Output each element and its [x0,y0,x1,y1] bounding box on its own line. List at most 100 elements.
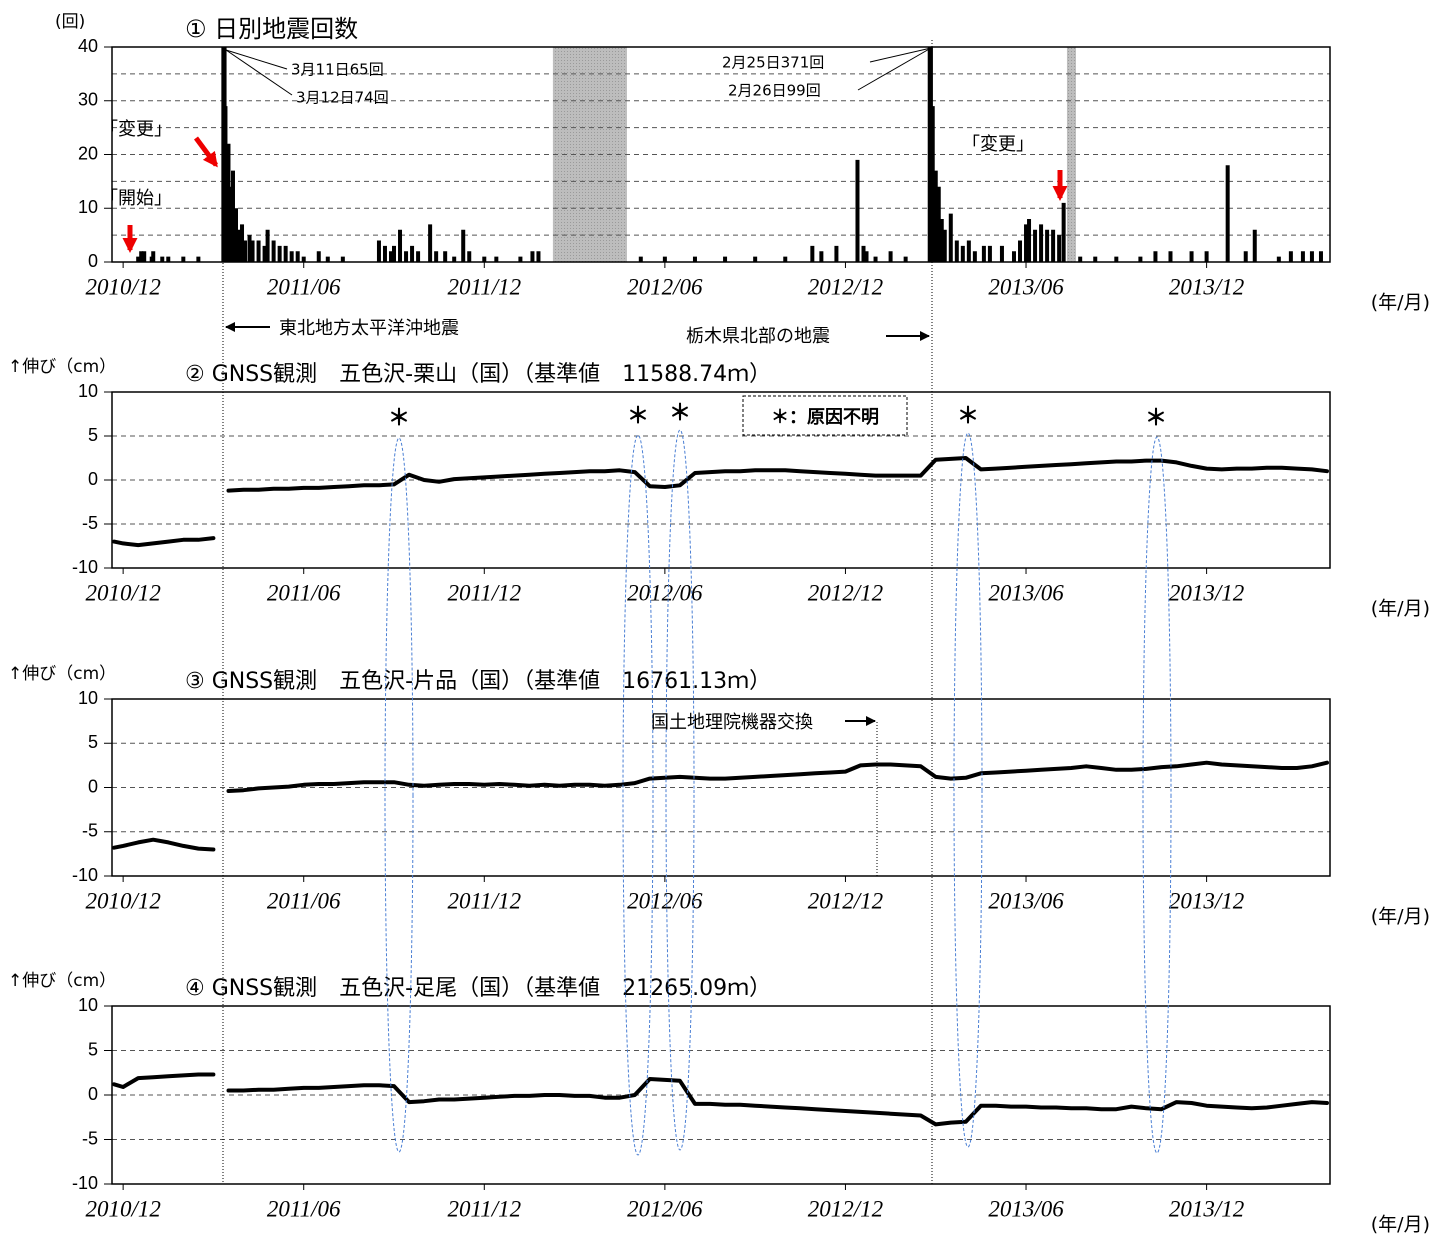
bar [692,256,697,262]
annotation: 国土地理院機器交換 [651,712,813,733]
bar [247,235,252,262]
chart: ① 日別地震回数 (回) (年/月) 0 10 20 30 40 2010/12 2011/06 2… [55,12,1430,314]
bar [939,219,944,262]
y-tick-label: 0 [88,776,98,796]
missing-period [1066,47,1076,262]
bar [942,229,947,262]
y-tick-label: -10 [72,1173,98,1193]
plot-frame [111,698,1331,877]
bar [376,240,381,262]
x-tick-label: 2011/12 [447,1196,521,1221]
chart-title: ③ GNSS観測 五色沢-片品（国）（基準値 16761.13ｍ） [185,669,771,694]
bar [1024,224,1029,262]
bar [1276,256,1281,262]
y-tick-label: 10 [78,995,98,1015]
annotations: ＊：原因不明 ＊ ＊ ＊ ＊ ＊ [384,395,1172,1156]
x-tick-label: 2013/12 [1169,274,1244,299]
x-axis-label: (年/月) [1371,1214,1430,1236]
bar [452,256,457,262]
bar [256,240,261,262]
bar [250,240,255,262]
bar [295,251,300,262]
bar [1252,229,1257,262]
bar [151,251,156,262]
x-tick-label: 2012/06 [627,1196,703,1221]
bar [243,240,248,262]
bar [262,245,267,262]
bar [428,224,433,262]
y-tick-label: 10 [78,381,98,401]
highlight-ellipse [953,432,983,1148]
bar [227,186,232,262]
bar [233,208,238,262]
annotation: 2月25日371回 [722,54,824,72]
annotation: 栃木県北部の地震 [686,326,830,347]
bar [930,106,935,262]
bar [966,240,971,262]
bar [903,256,908,262]
data-line [112,760,1329,852]
y-tick-label: 20 [78,143,98,163]
annotation: ＊ [1145,406,1167,431]
bar [960,245,965,262]
x-tick-label: 2012/06 [627,580,703,605]
x-tick-label: 2013/12 [1169,1196,1244,1221]
annotation: 2月26日99回 [728,82,821,100]
bar [536,251,541,262]
x-tick-label: 2011/06 [267,888,341,913]
y-tick-label: -5 [82,1128,98,1148]
bar [1189,251,1194,262]
x-tick-label: 2013/12 [1169,580,1244,605]
bar [181,256,186,262]
bar [316,251,321,262]
y-axis-label: ↑伸び（cm） [8,971,116,991]
bar [271,240,276,262]
x-axis-label: (年/月) [1371,906,1430,928]
bar [873,256,878,262]
bar [1093,256,1098,262]
bar [810,245,815,262]
bar [277,245,282,262]
chart-title: ① 日別地震回数 [185,15,358,43]
bar [981,245,986,262]
bar [1018,240,1023,262]
plot-frame [111,1005,1331,1185]
bar [166,256,171,262]
data-layer [136,47,1323,262]
x-tick-label: 2011/12 [447,274,521,299]
bar [1011,251,1016,262]
annotation: ＊ [957,404,979,429]
data-line [112,1072,1329,1127]
x-tick-label: 2012/12 [808,1196,883,1221]
bar [416,251,421,262]
y-tick-label: 5 [88,425,98,445]
x-tick-label: 2012/12 [808,274,883,299]
x-tick-label: 2011/12 [447,888,521,913]
x-tick-label: 2010/12 [85,274,160,299]
bar [340,256,345,262]
bar [392,245,397,262]
annotation: 「変更」 [962,134,1034,155]
annotation: ＊ [669,401,691,426]
annotation: 東北地方太平洋沖地震 [279,318,459,339]
bar [1045,229,1050,262]
chart: ③ GNSS観測 五色沢-片品（国）（基準値 16761.13ｍ） ↑伸び（cm）… [8,664,1430,928]
bar [382,245,387,262]
x-tick-label: 2013/06 [988,1196,1064,1221]
bar [136,256,141,262]
bar [283,245,288,262]
bar [1114,256,1119,262]
y-axis-label: ↑伸び（cm） [8,664,116,684]
y-tick-label: 5 [88,732,98,752]
leader-line [857,47,932,91]
bar [1057,235,1062,262]
bar [954,240,959,262]
bar [388,251,393,262]
y-tick-label: 0 [88,1084,98,1104]
bar [1225,165,1230,262]
bar [443,251,448,262]
x-tick-label: 2012/06 [627,274,703,299]
x-axis-label: (年/月) [1371,292,1430,314]
annotation: 「開始」 [100,188,172,209]
bar [723,256,728,262]
